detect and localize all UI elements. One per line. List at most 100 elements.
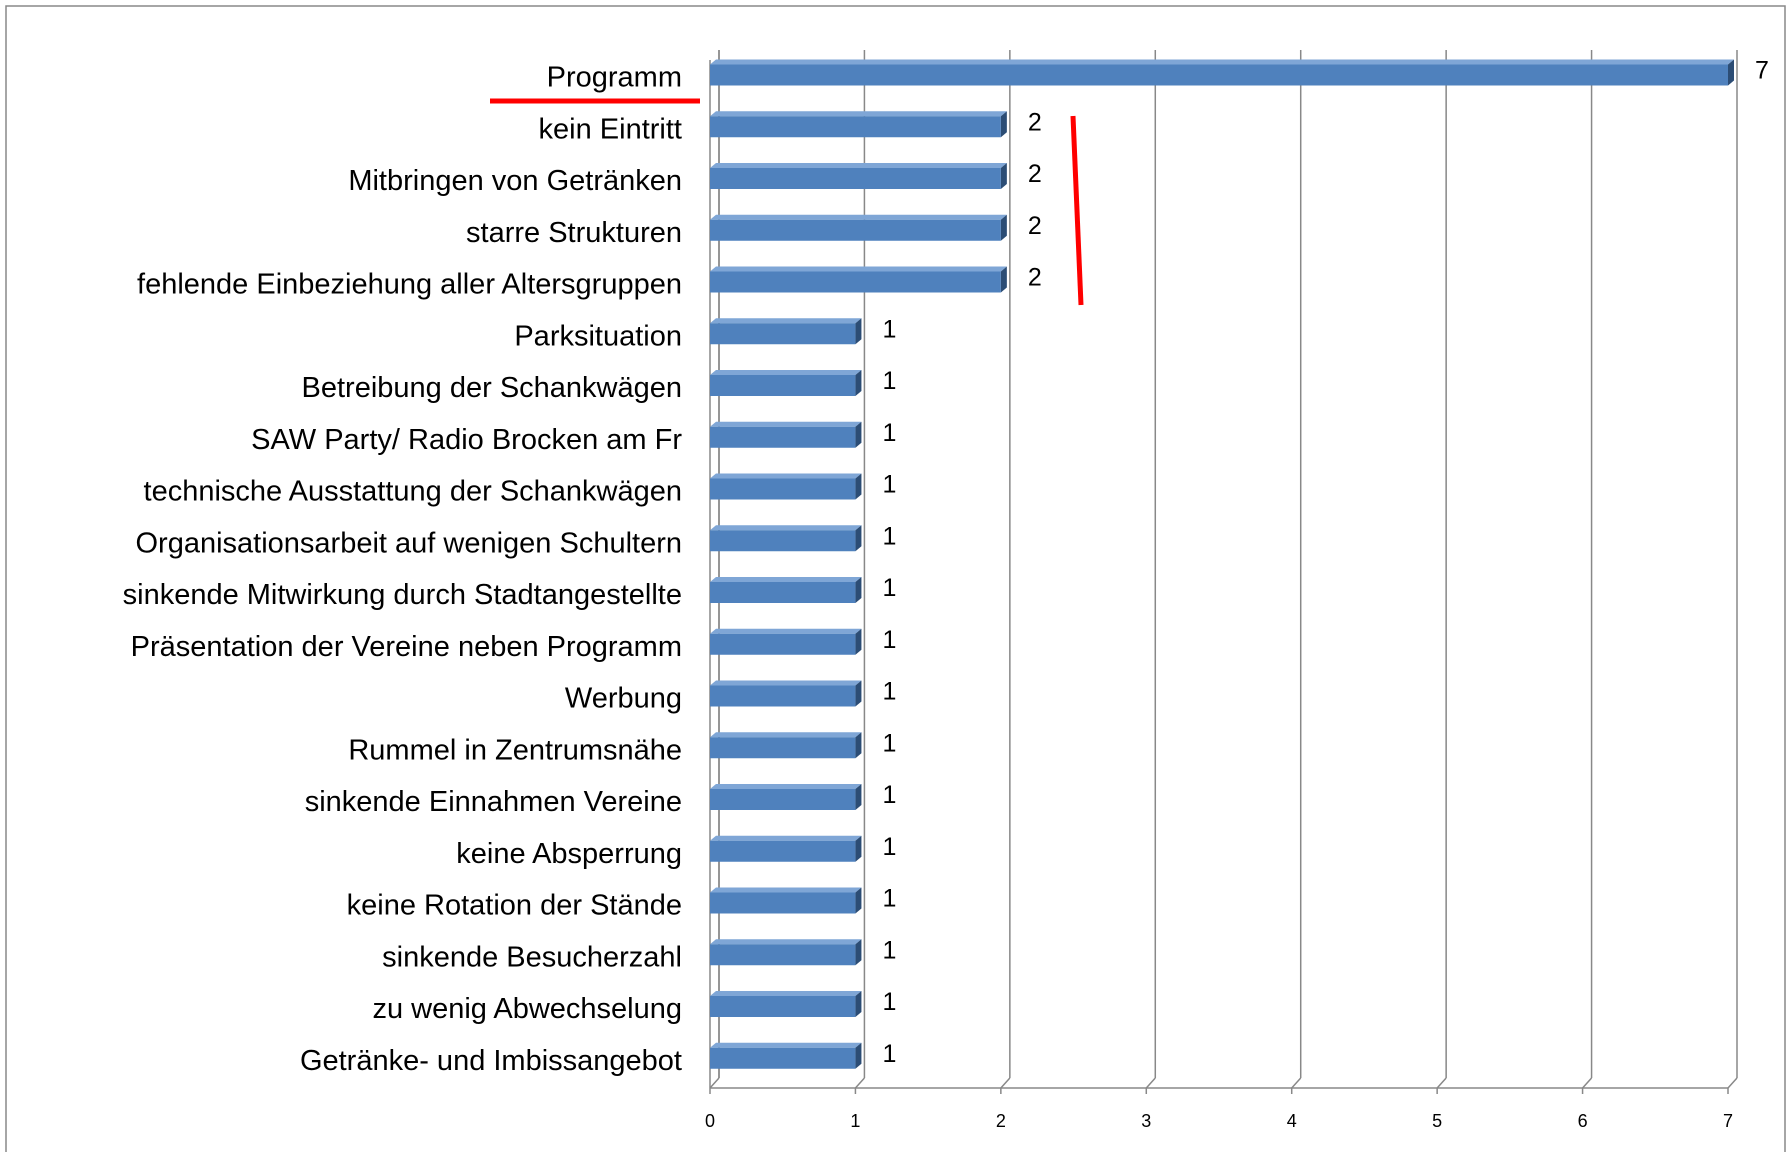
bar bbox=[710, 685, 856, 707]
bar-side bbox=[855, 318, 862, 345]
bar bbox=[710, 996, 856, 1017]
bar-side bbox=[855, 1042, 862, 1069]
bar-side bbox=[855, 473, 862, 500]
data-label: 1 bbox=[882, 781, 896, 809]
bar bbox=[710, 737, 856, 759]
bar-top bbox=[710, 318, 862, 324]
data-label: 1 bbox=[882, 315, 896, 343]
data-label: 1 bbox=[882, 729, 896, 757]
bar-top bbox=[710, 628, 862, 634]
y-tick-label: Präsentation der Vereine neben Programm bbox=[131, 631, 682, 663]
data-label: 2 bbox=[1028, 212, 1042, 240]
bar-side bbox=[855, 421, 862, 448]
bar-side bbox=[1000, 266, 1007, 293]
data-label: 7 bbox=[1755, 57, 1769, 85]
bar bbox=[710, 168, 1001, 189]
bar bbox=[710, 530, 856, 552]
bar-side bbox=[855, 784, 862, 810]
y-tick-label: Mitbringen von Getränken bbox=[348, 165, 682, 197]
bar-side bbox=[855, 577, 862, 603]
grid-line bbox=[1000, 1077, 1011, 1089]
bar bbox=[710, 116, 1001, 138]
bar-top bbox=[710, 1042, 862, 1048]
bar-side bbox=[855, 628, 862, 655]
y-tick-label: Rummel in Zentrumsnähe bbox=[348, 734, 682, 766]
bar bbox=[710, 323, 856, 345]
bar-side bbox=[1000, 163, 1007, 189]
bar-side bbox=[855, 370, 862, 396]
data-label: 1 bbox=[882, 626, 896, 654]
x-tick-label: 7 bbox=[1723, 1111, 1733, 1131]
bar-side bbox=[1000, 214, 1007, 241]
bar-top bbox=[710, 421, 862, 427]
bar-side bbox=[1728, 59, 1734, 86]
bar-top bbox=[710, 991, 862, 996]
bar-side bbox=[855, 525, 862, 552]
bar-top bbox=[710, 732, 862, 738]
bar bbox=[710, 840, 856, 862]
grid-line bbox=[1291, 1077, 1302, 1089]
bar-top bbox=[710, 111, 1007, 117]
bar bbox=[710, 219, 1001, 241]
data-label: 1 bbox=[882, 833, 896, 861]
bar bbox=[710, 426, 856, 448]
y-tick-label: Werbung bbox=[565, 683, 682, 715]
bar bbox=[710, 633, 856, 655]
chart-frame bbox=[5, 5, 1786, 1152]
y-tick-label: Betreibung der Schankwägen bbox=[302, 372, 682, 404]
annotation-bracket bbox=[1070, 115, 1084, 306]
bar bbox=[710, 1047, 856, 1069]
bar-top bbox=[710, 214, 1007, 220]
bar-top bbox=[710, 680, 862, 686]
y-tick-label: Parksituation bbox=[514, 320, 682, 352]
bar-top bbox=[710, 59, 1734, 65]
y-tick-label: starre Strukturen bbox=[466, 217, 682, 249]
bar-side bbox=[855, 680, 862, 707]
bar bbox=[710, 375, 856, 396]
x-tick-label: 0 bbox=[705, 1111, 715, 1131]
data-label: 1 bbox=[882, 988, 896, 1016]
bar-top bbox=[710, 266, 1007, 272]
bar-top bbox=[710, 939, 862, 945]
y-tick-label: keine Rotation der Stände bbox=[347, 890, 682, 922]
bar-top bbox=[710, 163, 1007, 168]
data-label: 1 bbox=[882, 522, 896, 550]
x-tick-label: 4 bbox=[1287, 1111, 1297, 1131]
y-tick-label: SAW Party/ Radio Brocken am Fr bbox=[251, 424, 682, 456]
bar-top bbox=[710, 473, 862, 479]
bar bbox=[710, 64, 1728, 86]
data-label: 1 bbox=[882, 419, 896, 447]
y-tick-label: Programm bbox=[547, 62, 682, 94]
bar-top bbox=[710, 577, 862, 582]
bar-top bbox=[710, 525, 862, 531]
bar bbox=[710, 478, 856, 500]
y-tick-label: fehlende Einbeziehung aller Altersgruppe… bbox=[137, 269, 682, 301]
y-tick-label: Getränke- und Imbissangebot bbox=[300, 1045, 682, 1077]
y-tick-label: sinkende Einnahmen Vereine bbox=[305, 786, 682, 818]
grid-line bbox=[1727, 1077, 1738, 1089]
bar-top bbox=[710, 784, 862, 789]
bar-side bbox=[855, 887, 862, 914]
bar-top bbox=[710, 370, 862, 375]
data-label: 1 bbox=[882, 885, 896, 913]
bar-side bbox=[855, 939, 862, 966]
data-label: 2 bbox=[1028, 108, 1042, 136]
bar-side bbox=[855, 732, 862, 759]
x-tick-label: 5 bbox=[1432, 1111, 1442, 1131]
grid-line bbox=[1145, 1077, 1156, 1089]
data-label: 1 bbox=[882, 367, 896, 395]
bar bbox=[710, 271, 1001, 293]
bar-side bbox=[855, 991, 862, 1017]
y-tick-label: sinkende Besucherzahl bbox=[382, 941, 682, 973]
data-label: 1 bbox=[882, 678, 896, 706]
grid-line bbox=[709, 1077, 720, 1089]
data-label: 1 bbox=[882, 1040, 896, 1068]
bar-top bbox=[710, 835, 862, 841]
bar-side bbox=[1000, 111, 1007, 138]
bar-top bbox=[710, 887, 862, 893]
bar bbox=[710, 944, 856, 966]
data-label: 1 bbox=[882, 471, 896, 499]
grid-line bbox=[854, 1077, 865, 1089]
x-tick-label: 3 bbox=[1141, 1111, 1151, 1131]
